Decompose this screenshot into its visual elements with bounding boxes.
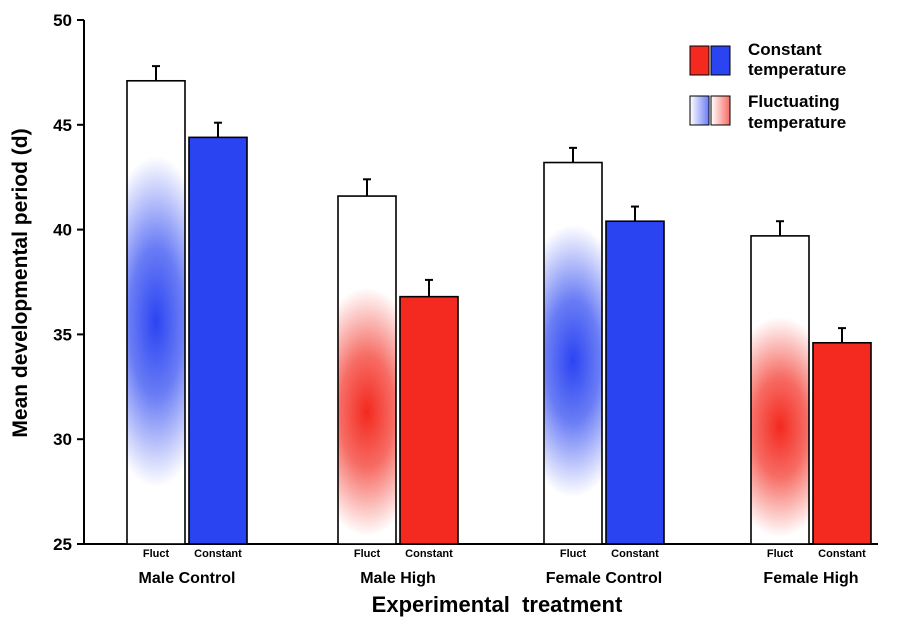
bar-male-high-fluctuating — [337, 195, 397, 545]
group-label-female-high: Female High — [763, 570, 858, 587]
bar-male-control-fluctuating — [126, 79, 186, 545]
bar-female-high-fluctuating — [750, 235, 810, 545]
y-axis-title: Mean developmental period (d) — [9, 128, 32, 437]
bar-label-female-control-fluctuating: Fluct — [560, 548, 587, 560]
plot-area: 25 30 35 40 45 50 Fluct Constant Male Control Flu… — [53, 11, 878, 587]
legend-swatch-fluctuating-blue — [689, 95, 710, 126]
legend-label-constant-line1: Constant — [748, 40, 822, 59]
group-label-male-control: Male Control — [139, 570, 236, 587]
legend-label-fluctuating-line2: temperature — [748, 113, 846, 132]
legend-swatch-constant-blue — [710, 45, 731, 76]
y-tick-label-35: 35 — [53, 325, 72, 344]
bar-label-female-high-fluctuating: Fluct — [767, 548, 794, 560]
group-label-male-high: Male High — [360, 570, 436, 587]
y-tick-label-40: 40 — [53, 221, 72, 240]
bar-label-female-control-constant: Constant — [611, 548, 659, 560]
bar-label-male-control-fluctuating: Fluct — [143, 548, 170, 560]
legend: Constant temperature Fluctuating tempera… — [689, 40, 846, 132]
bar-label-female-high-constant: Constant — [818, 548, 866, 560]
y-tick-label-50: 50 — [53, 11, 72, 30]
bar-female-control-fluctuating — [543, 161, 603, 545]
bar-label-male-high-constant: Constant — [405, 548, 453, 560]
bar-label-male-high-fluctuating: Fluct — [354, 548, 381, 560]
bar-female-high-constant — [812, 341, 872, 545]
bar-male-control-constant — [188, 136, 248, 545]
group-label-female-control: Female Control — [546, 570, 662, 587]
y-tick-label-25: 25 — [53, 535, 72, 554]
legend-swatch-fluctuating-red — [710, 95, 731, 126]
bar-label-male-control-constant: Constant — [194, 548, 242, 560]
bar-female-control-constant — [605, 220, 665, 545]
legend-label-fluctuating-line1: Fluctuating — [748, 92, 840, 111]
x-axis-title: Experimental treatment — [372, 592, 623, 617]
legend-label-constant-line2: temperature — [748, 60, 846, 79]
y-tick-label-45: 45 — [53, 116, 72, 135]
y-tick-label-30: 30 — [53, 430, 72, 449]
legend-swatch-constant-red — [689, 45, 710, 76]
bar-male-high-constant — [399, 295, 459, 545]
